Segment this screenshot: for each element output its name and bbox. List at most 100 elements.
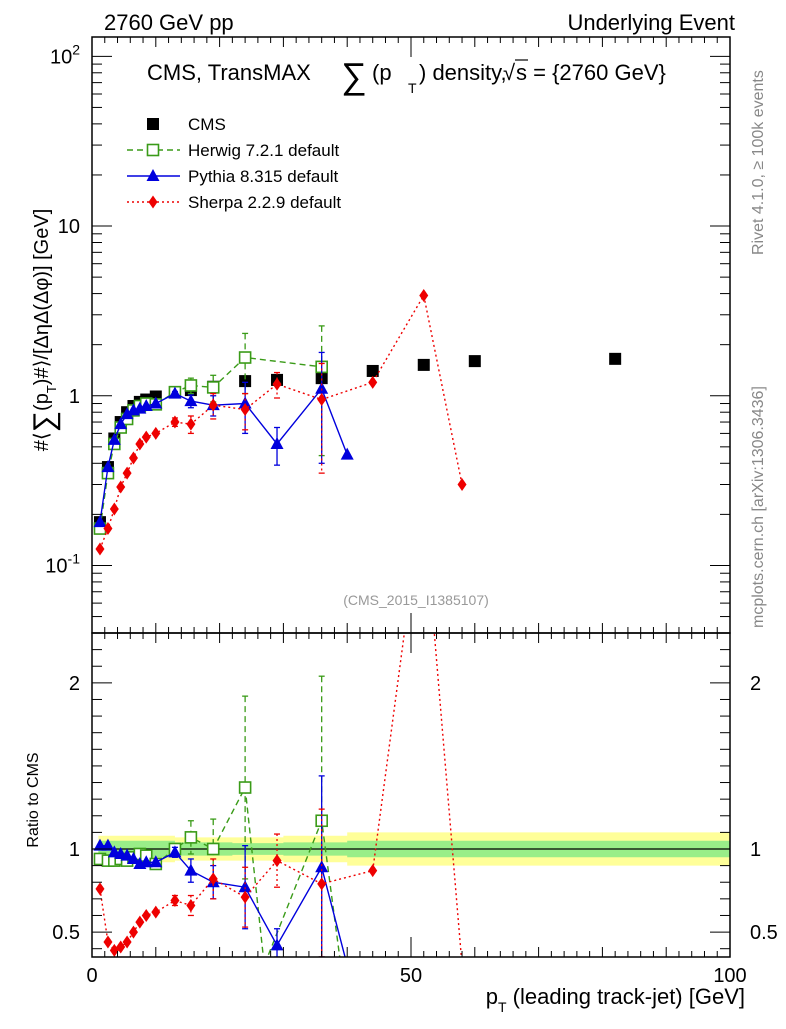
ratio-point	[126, 851, 140, 864]
xlabel: pT (leading track-jet) [GeV]	[486, 984, 745, 1015]
ratio-point	[128, 925, 138, 939]
data-point	[116, 480, 126, 494]
legend-item-herwig: Herwig 7.2.1 default	[127, 141, 339, 160]
ratio-point	[122, 935, 132, 949]
series-line	[99, 293, 463, 550]
legend-item-sherpa: Sherpa 2.2.9 default	[127, 193, 341, 212]
title-sum-symbol: ∑	[341, 55, 367, 96]
mc-error-band	[92, 832, 730, 866]
ratio-point	[186, 898, 196, 912]
data-point	[149, 396, 163, 409]
data-point	[114, 417, 128, 430]
ratio-line	[99, 785, 341, 957]
data-point	[206, 381, 220, 394]
data-point	[609, 352, 622, 365]
data-point	[107, 432, 121, 445]
data-point	[368, 375, 378, 389]
y-tick-label: 1	[69, 386, 80, 408]
data-point	[317, 393, 327, 407]
title-prefix: CMS, TransMAX	[147, 60, 311, 85]
ratio-point	[238, 880, 252, 893]
ratio-point	[151, 905, 161, 919]
chart-title: CMS, TransMAX	[147, 60, 311, 85]
main-panel	[93, 288, 622, 556]
mcplots-label: mcplots.cern.ch [arXiv:1306.3436]	[750, 386, 767, 628]
data-point	[103, 522, 113, 536]
ratio-point	[208, 872, 218, 886]
ratio-point	[139, 855, 153, 868]
title-suffix: ) density,	[419, 60, 507, 85]
y-tick-label: 10-1	[45, 550, 80, 577]
ratio-point	[238, 781, 252, 794]
legend-marker	[147, 118, 159, 130]
data-point	[128, 451, 138, 465]
data-point	[141, 430, 151, 444]
legend-label: Herwig 7.2.1 default	[188, 141, 339, 160]
ratio-point	[170, 894, 180, 908]
legend-marker	[146, 143, 160, 157]
title-energy: s = {2760 GeV}	[516, 60, 666, 85]
ratio-point	[184, 863, 198, 876]
ratio-point	[270, 938, 284, 951]
legend-item-pythia: Pythia 8.315 default	[127, 167, 339, 186]
data-point	[366, 364, 379, 377]
rivet-label: Rivet 4.1.0, ≥ 100k events	[750, 70, 767, 255]
ratio-point	[149, 855, 163, 868]
data-point	[135, 437, 145, 451]
data-point	[120, 407, 134, 420]
ratio-point	[120, 848, 134, 861]
ratio-y-tick-label-right: 2	[750, 673, 761, 695]
data-point	[109, 502, 119, 516]
ratio-point	[116, 940, 126, 954]
data-point	[272, 377, 282, 391]
data-point	[168, 386, 182, 399]
ratio-point	[168, 845, 182, 858]
series-herwig	[93, 325, 328, 535]
series-sherpa	[95, 288, 467, 556]
ratio-y-tick-label-right: 0.5	[750, 922, 778, 944]
ratio-point	[95, 882, 105, 896]
legend-label: Sherpa 2.2.9 default	[188, 193, 341, 212]
ratio-panel	[93, 633, 463, 957]
ratio-y-tick-label: 0.5	[52, 922, 80, 944]
legend-marker	[148, 195, 158, 209]
series-pythia	[93, 351, 354, 528]
axes: 0 50 100 10-1 1 10 102 0.5 0.5 1 1 2 2	[45, 36, 778, 987]
data-point	[457, 477, 467, 491]
legend-marker	[146, 169, 160, 181]
data-point	[151, 426, 161, 440]
data-point	[270, 436, 284, 449]
title-sub: T	[408, 80, 417, 96]
legend: CMS Herwig 7.2.1 default Pythia 8.315 defa…	[127, 115, 341, 212]
data-point	[139, 399, 153, 412]
x-tick-label: 0	[86, 965, 97, 987]
ratio-y-tick-label: 2	[69, 673, 80, 695]
ratio-point	[135, 915, 145, 929]
x-tick-label: 50	[400, 965, 422, 987]
data-point	[419, 288, 429, 302]
series-cms	[93, 352, 622, 529]
svg-text:#⟨∑(pT)#⟩/[ΔηΔ(Δφ)] [GeV]: #⟨∑(pT)#⟩/[ΔηΔ(Δφ)] [GeV]	[28, 209, 61, 452]
ratio-point	[141, 908, 151, 922]
data-point	[95, 542, 105, 556]
main-ylabel: #⟨∑(pT)#⟩/[ΔηΔ(Δφ)] [GeV]	[28, 209, 61, 452]
data-point	[315, 381, 329, 394]
ratio-pythia	[93, 775, 346, 957]
title-var: (p	[372, 60, 392, 85]
data-point	[122, 466, 132, 480]
data-point	[468, 355, 481, 368]
data-point	[240, 402, 250, 416]
ratio-point	[103, 935, 113, 949]
data-point	[239, 375, 252, 388]
x-tick-label: 100	[713, 965, 746, 987]
data-point	[238, 351, 252, 364]
data-point	[417, 358, 430, 371]
ratio-point	[272, 854, 282, 868]
ratio-point	[101, 838, 115, 851]
data-point	[184, 379, 198, 392]
data-point	[340, 447, 354, 460]
title-sqrt: √	[503, 60, 516, 85]
data-point	[101, 460, 115, 473]
